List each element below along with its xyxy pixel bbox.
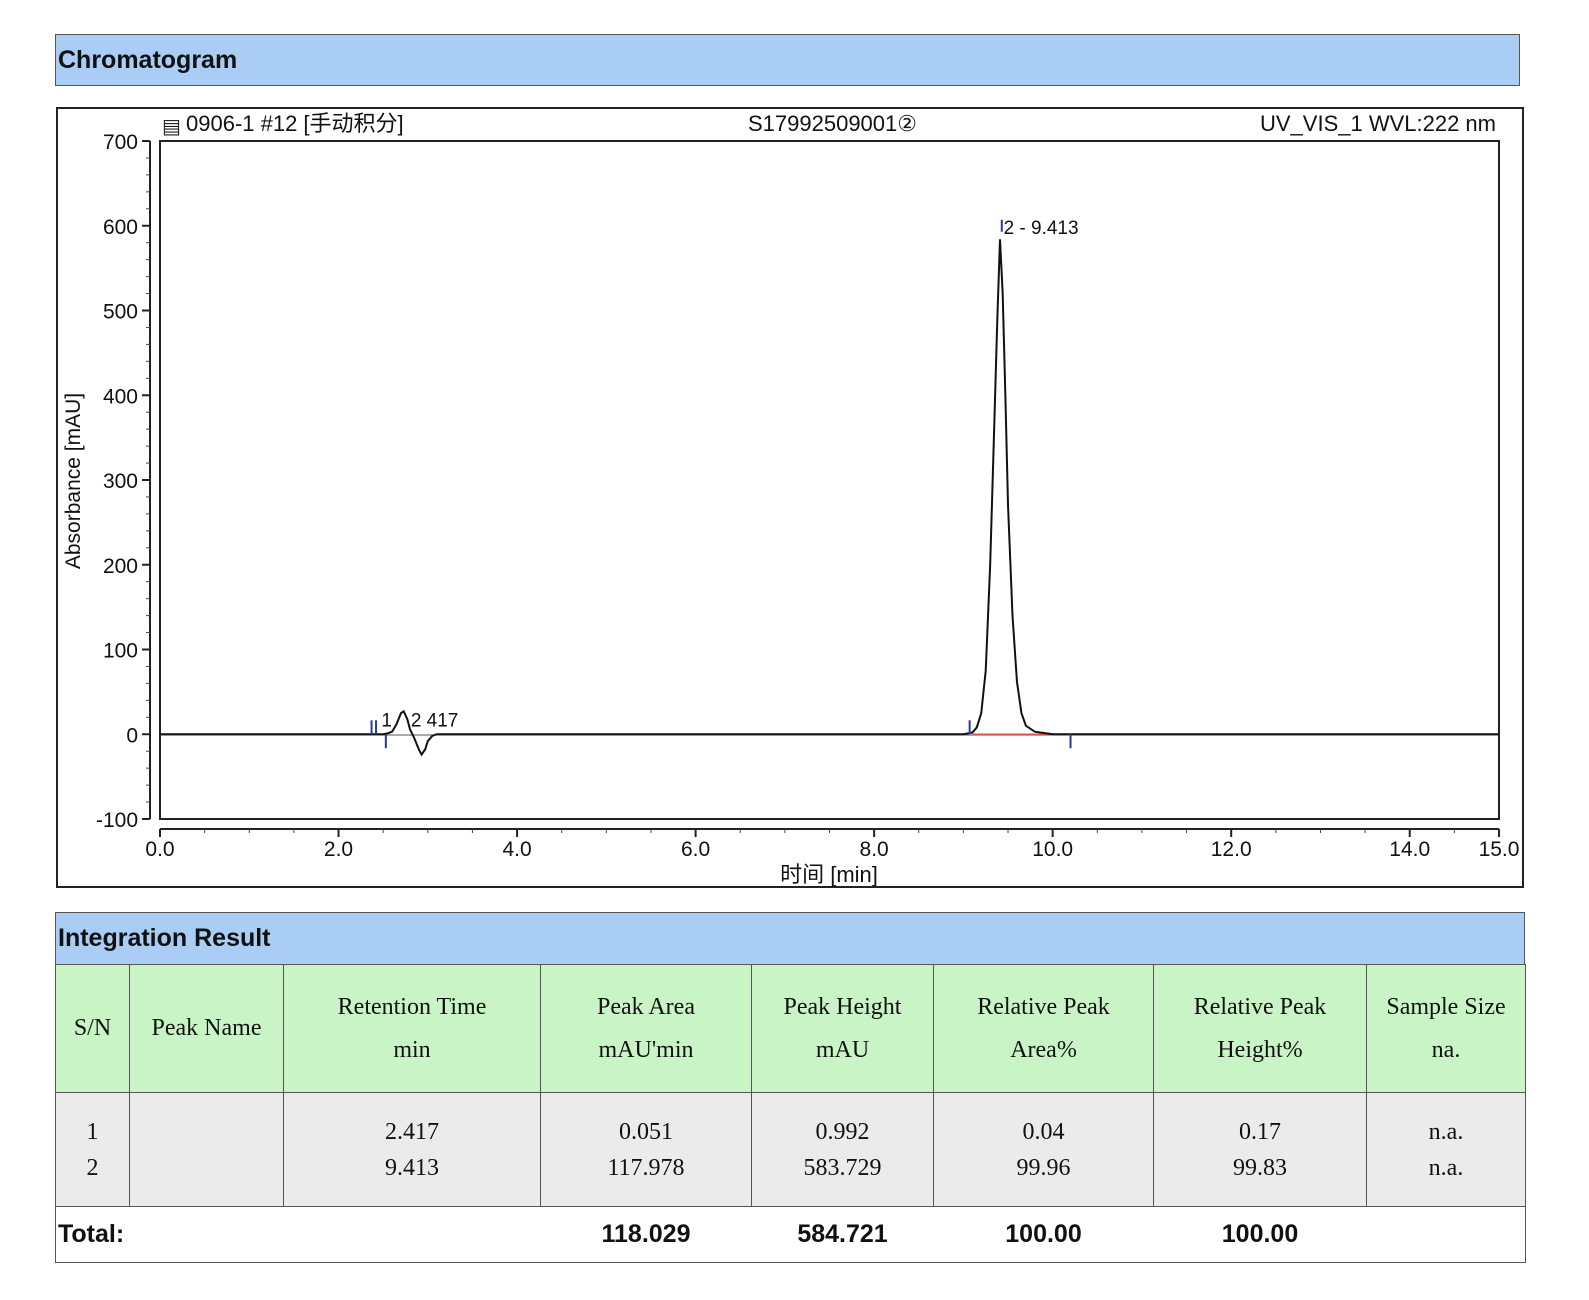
chromatogram-title: Chromatogram [58,45,238,74]
x-tick-label: 14.0 [1389,838,1430,861]
header-peak-height: Peak Height mAU [751,964,934,1093]
x-axis-label: 时间 [min] [780,862,878,886]
doc-icon: ▤ [162,114,181,138]
integration-title: Integration Result [58,924,271,952]
chart-header-right: UV_VIS_1 WVL:222 nm [1260,111,1496,136]
chromatogram-trace [160,239,1499,757]
x-tick-label: 12.0 [1211,838,1252,861]
header-relative-peak-height: Relative Peak Height% [1153,964,1367,1093]
x-tick-label: 8.0 [860,838,889,861]
cell-sample-size: n.a. n.a. [1366,1092,1526,1207]
total-peak-height: 584.721 [751,1206,934,1263]
x-tick-label: 15.0 [1479,838,1520,861]
chromatogram-chart: 700 600 500 400 300 200 100 0 -100 0.0 2.0 4.0 6.0 8… [62,111,1519,886]
peak-label: 2 - 9.413 [1004,218,1079,239]
chart-header-center: S17992509001② [748,111,917,136]
y-tick-label: 0 [126,724,138,747]
total-relative-area: 100.00 [933,1206,1154,1263]
x-tick-label: 10.0 [1032,838,1073,861]
total-row: Total: 118.029 584.721 100.00 100.00 [55,1206,1526,1263]
peak-markers [370,219,1072,749]
peak-labels: 1 2 417 2 - 9.413 [381,218,1078,731]
minor-ticks [146,140,1500,833]
y-tick-label: 500 [103,301,138,324]
y-tick-label: 300 [103,470,138,493]
x-tick-label: 0.0 [145,838,174,861]
header-relative-peak-area: Relative Peak Area% [933,964,1154,1093]
x-axis-ticks: 0.0 2.0 4.0 6.0 8.0 10.0 12.0 14.0 15.0 [145,829,1519,861]
chromatogram-section-header: Chromatogram [55,34,1520,86]
y-tick-label: 700 [103,131,138,154]
x-tick-label: 6.0 [681,838,710,861]
cell-retention-time: 2.417 9.413 [283,1092,541,1207]
peak-label: 1 [381,711,392,732]
header-retention-time: Retention Time min [283,964,541,1093]
y-tick-label: 200 [103,555,138,578]
header-peak-name: Peak Name [129,964,284,1093]
y-tick-label: 100 [103,640,138,663]
y-axis-label: Absorbance [mAU] [62,393,85,569]
cell-relative-height: 0.17 99.83 [1153,1092,1367,1207]
header-peak-area: Peak Area mAU'min [540,964,752,1093]
y-tick-label: 400 [103,385,138,408]
total-peak-area: 118.029 [540,1206,752,1263]
cell-peak-height: 0.992 583.729 [751,1092,934,1207]
integration-results-table: S/N Peak Name Retention Time min Peak Are… [55,964,1526,1263]
chromatogram-chart-frame: 700 600 500 400 300 200 100 0 -100 0.0 2.0 4.0 6.0 8… [56,107,1524,888]
y-axis-ticks: 700 600 500 400 300 200 100 0 -100 [96,131,150,832]
integration-section-header: Integration Result [55,912,1525,965]
cell-peak-area: 0.051 117.978 [540,1092,752,1207]
chart-header-left: 0906-1 #12 [手动积分] [186,111,404,136]
total-relative-height: 100.00 [1153,1206,1367,1263]
cell-relative-area: 0.04 99.96 [933,1092,1154,1207]
total-label: Total: [55,1206,541,1263]
x-tick-label: 4.0 [502,838,531,861]
table-header-row: S/N Peak Name Retention Time min Peak Are… [55,964,1526,1093]
header-sn: S/N [55,964,130,1093]
y-tick-label: -100 [96,809,138,832]
header-sample-size: Sample Size na. [1366,964,1526,1093]
total-sample-size [1366,1206,1526,1263]
y-tick-label: 600 [103,216,138,239]
cell-peak-name [129,1092,284,1207]
peak-label: 2 417 [411,711,459,732]
plot-area [159,140,1500,820]
x-tick-label: 2.0 [324,838,353,861]
